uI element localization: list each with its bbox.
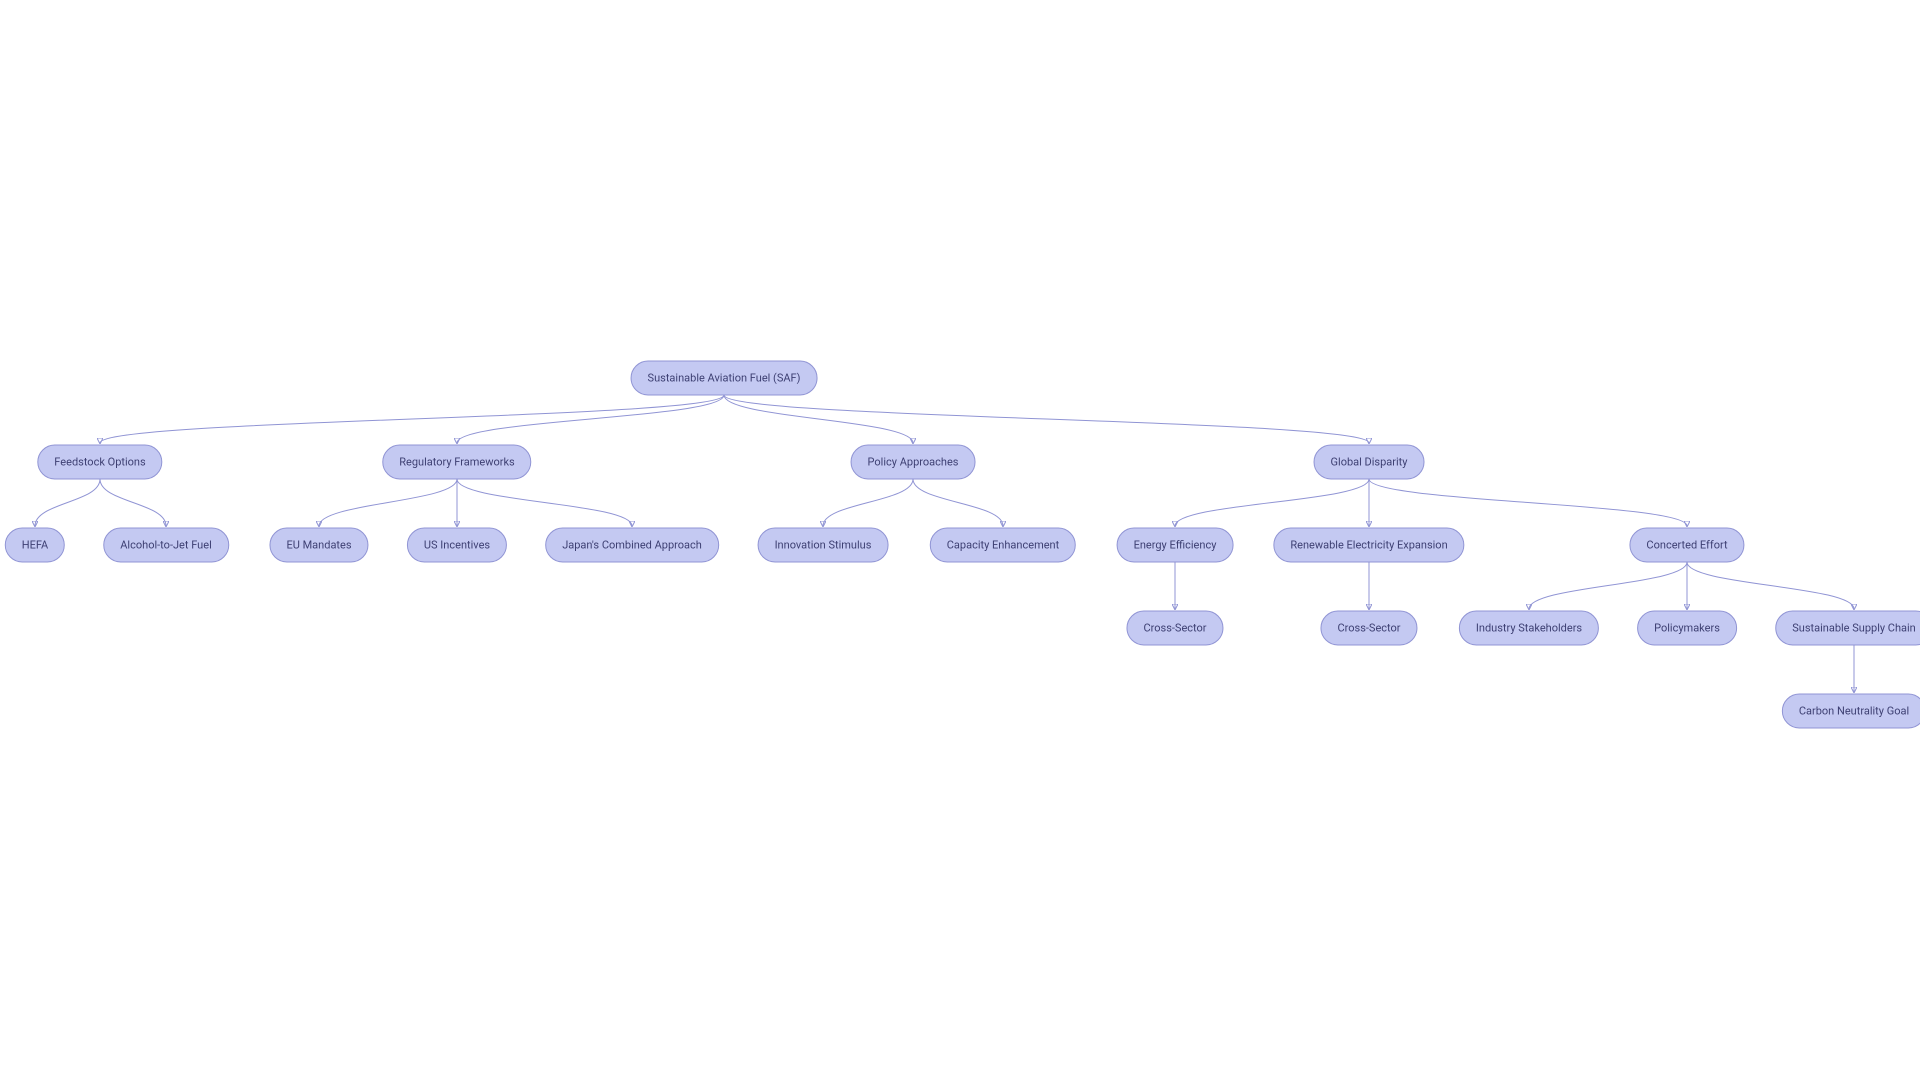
- edge-feedstock-hefa: [35, 479, 100, 526]
- edge-policy-innovation: [823, 479, 913, 526]
- node-concerted: Concerted Effort: [1629, 528, 1744, 563]
- edge-regulatory-eu: [319, 479, 457, 526]
- node-atj: Alcohol-to-Jet Fuel: [103, 528, 229, 563]
- edge-feedstock-atj: [100, 479, 166, 526]
- node-root: Sustainable Aviation Fuel (SAF): [631, 361, 818, 396]
- node-cross2: Cross-Sector: [1320, 611, 1417, 646]
- node-regulatory: Regulatory Frameworks: [382, 445, 531, 480]
- edge-global-concerted: [1369, 479, 1687, 526]
- node-us: US Incentives: [407, 528, 507, 563]
- node-innovation: Innovation Stimulus: [758, 528, 889, 563]
- node-policy: Policy Approaches: [851, 445, 976, 480]
- edge-root-feedstock: [100, 395, 724, 443]
- node-eu: EU Mandates: [269, 528, 368, 563]
- node-industry: Industry Stakeholders: [1459, 611, 1599, 646]
- edge-concerted-industry: [1529, 562, 1687, 609]
- node-policymakers: Policymakers: [1637, 611, 1737, 646]
- node-carbon: Carbon Neutrality Goal: [1782, 694, 1920, 729]
- node-cross1: Cross-Sector: [1126, 611, 1223, 646]
- edge-root-global: [724, 395, 1369, 443]
- node-renewable: Renewable Electricity Expansion: [1273, 528, 1464, 563]
- edge-global-energy: [1175, 479, 1369, 526]
- edge-regulatory-japan: [457, 479, 632, 526]
- edge-concerted-supply: [1687, 562, 1854, 609]
- node-global: Global Disparity: [1314, 445, 1425, 480]
- edge-root-regulatory: [457, 395, 724, 443]
- node-energy: Energy Efficiency: [1117, 528, 1234, 563]
- edge-root-policy: [724, 395, 913, 443]
- node-feedstock: Feedstock Options: [37, 445, 162, 480]
- node-hefa: HEFA: [5, 528, 65, 563]
- node-capacity: Capacity Enhancement: [930, 528, 1076, 563]
- node-supply: Sustainable Supply Chain: [1775, 611, 1920, 646]
- edge-policy-capacity: [913, 479, 1003, 526]
- node-japan: Japan's Combined Approach: [545, 528, 719, 563]
